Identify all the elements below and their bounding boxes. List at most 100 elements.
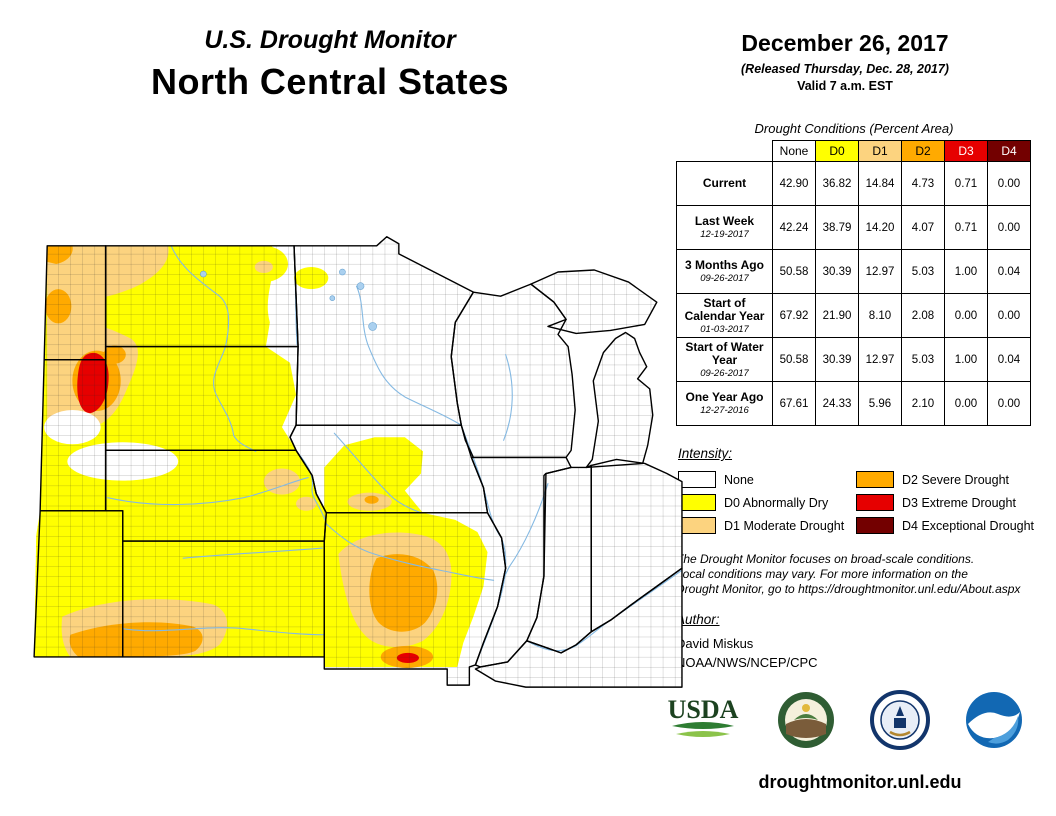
usda-swoosh-icon: [672, 722, 734, 729]
disclaimer-line: Local conditions may vary. For more info…: [676, 567, 968, 581]
value-cell: 21.90: [815, 293, 859, 338]
col-header-d3: D3: [944, 140, 988, 162]
value-cell: 0.71: [944, 161, 988, 206]
river-wisconsin: [503, 354, 513, 441]
legend-label: D3 Extreme Drought: [902, 495, 1016, 510]
value-cell: 50.58: [772, 337, 816, 382]
table-header-row: None D0 D1 D2 D3 D4: [676, 140, 1031, 162]
legend-label: D1 Moderate Drought: [724, 518, 845, 533]
region-title: North Central States: [150, 61, 510, 102]
value-cell: 12.97: [858, 249, 902, 294]
value-cell: 5.03: [901, 337, 945, 382]
value-cell: 0.00: [987, 381, 1031, 426]
row-label-cell: Start of Calendar Year 01-03-2017: [676, 293, 773, 338]
river-mississippi-upper: [355, 285, 462, 426]
table-row: Start of Water Year 09-26-2017 50.58 30.3…: [676, 337, 1031, 382]
value-cell: 67.61: [772, 381, 816, 426]
col-header-d0: D0: [815, 140, 859, 162]
river-des-moines: [333, 432, 422, 514]
page-title: U.S. Drought Monitor: [204, 26, 456, 54]
table-row: Start of Calendar Year 01-03-2017 67.92 2…: [676, 293, 1031, 338]
county-grid: [34, 236, 682, 688]
usda-logo: USDA: [668, 695, 739, 737]
value-cell: 4.07: [901, 205, 945, 250]
disclaimer-line: The Drought Monitor focuses on broad-sca…: [676, 552, 975, 566]
legend: None D0 Abnormally Dry D1 Moderate Droug…: [678, 468, 1034, 537]
table-row: 3 Months Ago 09-26-2017 50.58 30.39 12.97…: [676, 249, 1031, 294]
value-cell: 42.24: [772, 205, 816, 250]
value-cell: 1.00: [944, 337, 988, 382]
d2-swatch: [856, 471, 894, 488]
value-cell: 12.97: [858, 337, 902, 382]
value-cell: 4.73: [901, 161, 945, 206]
value-cell: 0.00: [987, 293, 1031, 338]
author-org: NOAA/NWS/NCEP/CPC: [676, 655, 818, 670]
legend-label: D4 Exceptional Drought: [902, 518, 1035, 533]
noaa-wave-icon: [988, 716, 1019, 744]
commerce-banner-icon: [889, 730, 911, 737]
table-row: Current 42.90 36.82 14.84 4.73 0.71 0.00: [676, 161, 1031, 206]
ndmc-leaf-icon: [794, 714, 818, 720]
row-label-cell: One Year Ago 12-27-2016: [676, 381, 773, 426]
value-cell: 30.39: [815, 337, 859, 382]
value-cell: 0.00: [987, 161, 1031, 206]
logo-row: USDA: [664, 688, 1024, 752]
value-cell: 5.03: [901, 249, 945, 294]
date-block: December 26, 2017 (Released Thursday, De…: [705, 30, 985, 93]
conditions-table: None D0 D1 D2 D3 D4 Current 42.90 36.82 …: [676, 140, 1031, 426]
table-row: One Year Ago 12-27-2016 67.61 24.33 5.96 …: [676, 381, 1031, 426]
value-cell: 0.04: [987, 337, 1031, 382]
disclaimer: The Drought Monitor focuses on broad-sca…: [676, 552, 1046, 597]
map-date: December 26, 2017: [741, 30, 949, 56]
legend-item-none: None: [678, 468, 856, 491]
state-borders-layer: [33, 236, 683, 688]
row-label-cell: 3 Months Ago 09-26-2017: [676, 249, 773, 294]
value-cell: 42.90: [772, 161, 816, 206]
river-arkansas: [122, 627, 325, 636]
legend-item-d0: D0 Abnormally Dry: [678, 491, 856, 514]
row-label-cell: Last Week 12-19-2017: [676, 205, 773, 250]
site-url[interactable]: droughtmonitor.unl.edu: [758, 772, 962, 792]
legend-label: D2 Severe Drought: [902, 472, 1010, 487]
row-label-cell: Current: [676, 161, 773, 206]
value-cell: 0.71: [944, 205, 988, 250]
value-cell: 0.00: [944, 381, 988, 426]
state-michigan-upper: [530, 269, 658, 335]
noaa-logo: [966, 692, 1022, 748]
ndmc-ground-icon: [786, 719, 826, 738]
value-cell: 0.00: [987, 205, 1031, 250]
col-header-none: None: [772, 140, 816, 162]
disclaimer-line: Drought Monitor, go to https://droughtmo…: [676, 582, 1021, 596]
river-missouri-upper: [170, 245, 257, 452]
value-cell: 50.58: [772, 249, 816, 294]
lake-minnesota: [356, 282, 365, 290]
legend-item-d2: D2 Severe Drought: [856, 468, 1034, 491]
legend-label: None: [724, 472, 754, 487]
value-cell: 38.79: [815, 205, 859, 250]
col-header-d1: D1: [858, 140, 902, 162]
lake-mille-lacs: [368, 322, 377, 331]
legend-item-d3: D3 Extreme Drought: [856, 491, 1034, 514]
value-cell: 0.00: [944, 293, 988, 338]
valid-time: Valid 7 a.m. EST: [797, 79, 893, 93]
table-title: Drought Conditions (Percent Area): [754, 121, 954, 136]
legend-label: D0 Abnormally Dry: [724, 495, 829, 510]
value-cell: 8.10: [858, 293, 902, 338]
commerce-shield-icon: [894, 718, 906, 728]
ndmc-logo: [778, 692, 834, 748]
author-name: David Miskus: [676, 636, 754, 651]
lake-minnesota: [339, 268, 346, 276]
legend-item-d1: D1 Moderate Drought: [678, 514, 856, 537]
release-date: (Released Thursday, Dec. 28, 2017): [741, 62, 949, 76]
d3-swatch: [856, 494, 894, 511]
value-cell: 2.08: [901, 293, 945, 338]
value-cell: 14.84: [858, 161, 902, 206]
river-missouri-lower: [325, 523, 495, 581]
usda-text: USDA: [668, 695, 739, 724]
col-header-d2: D2: [901, 140, 945, 162]
river-ohio: [526, 569, 682, 652]
value-cell: 5.96: [858, 381, 902, 426]
usda-swoosh2-icon: [676, 731, 730, 737]
drought-map: [33, 236, 683, 688]
